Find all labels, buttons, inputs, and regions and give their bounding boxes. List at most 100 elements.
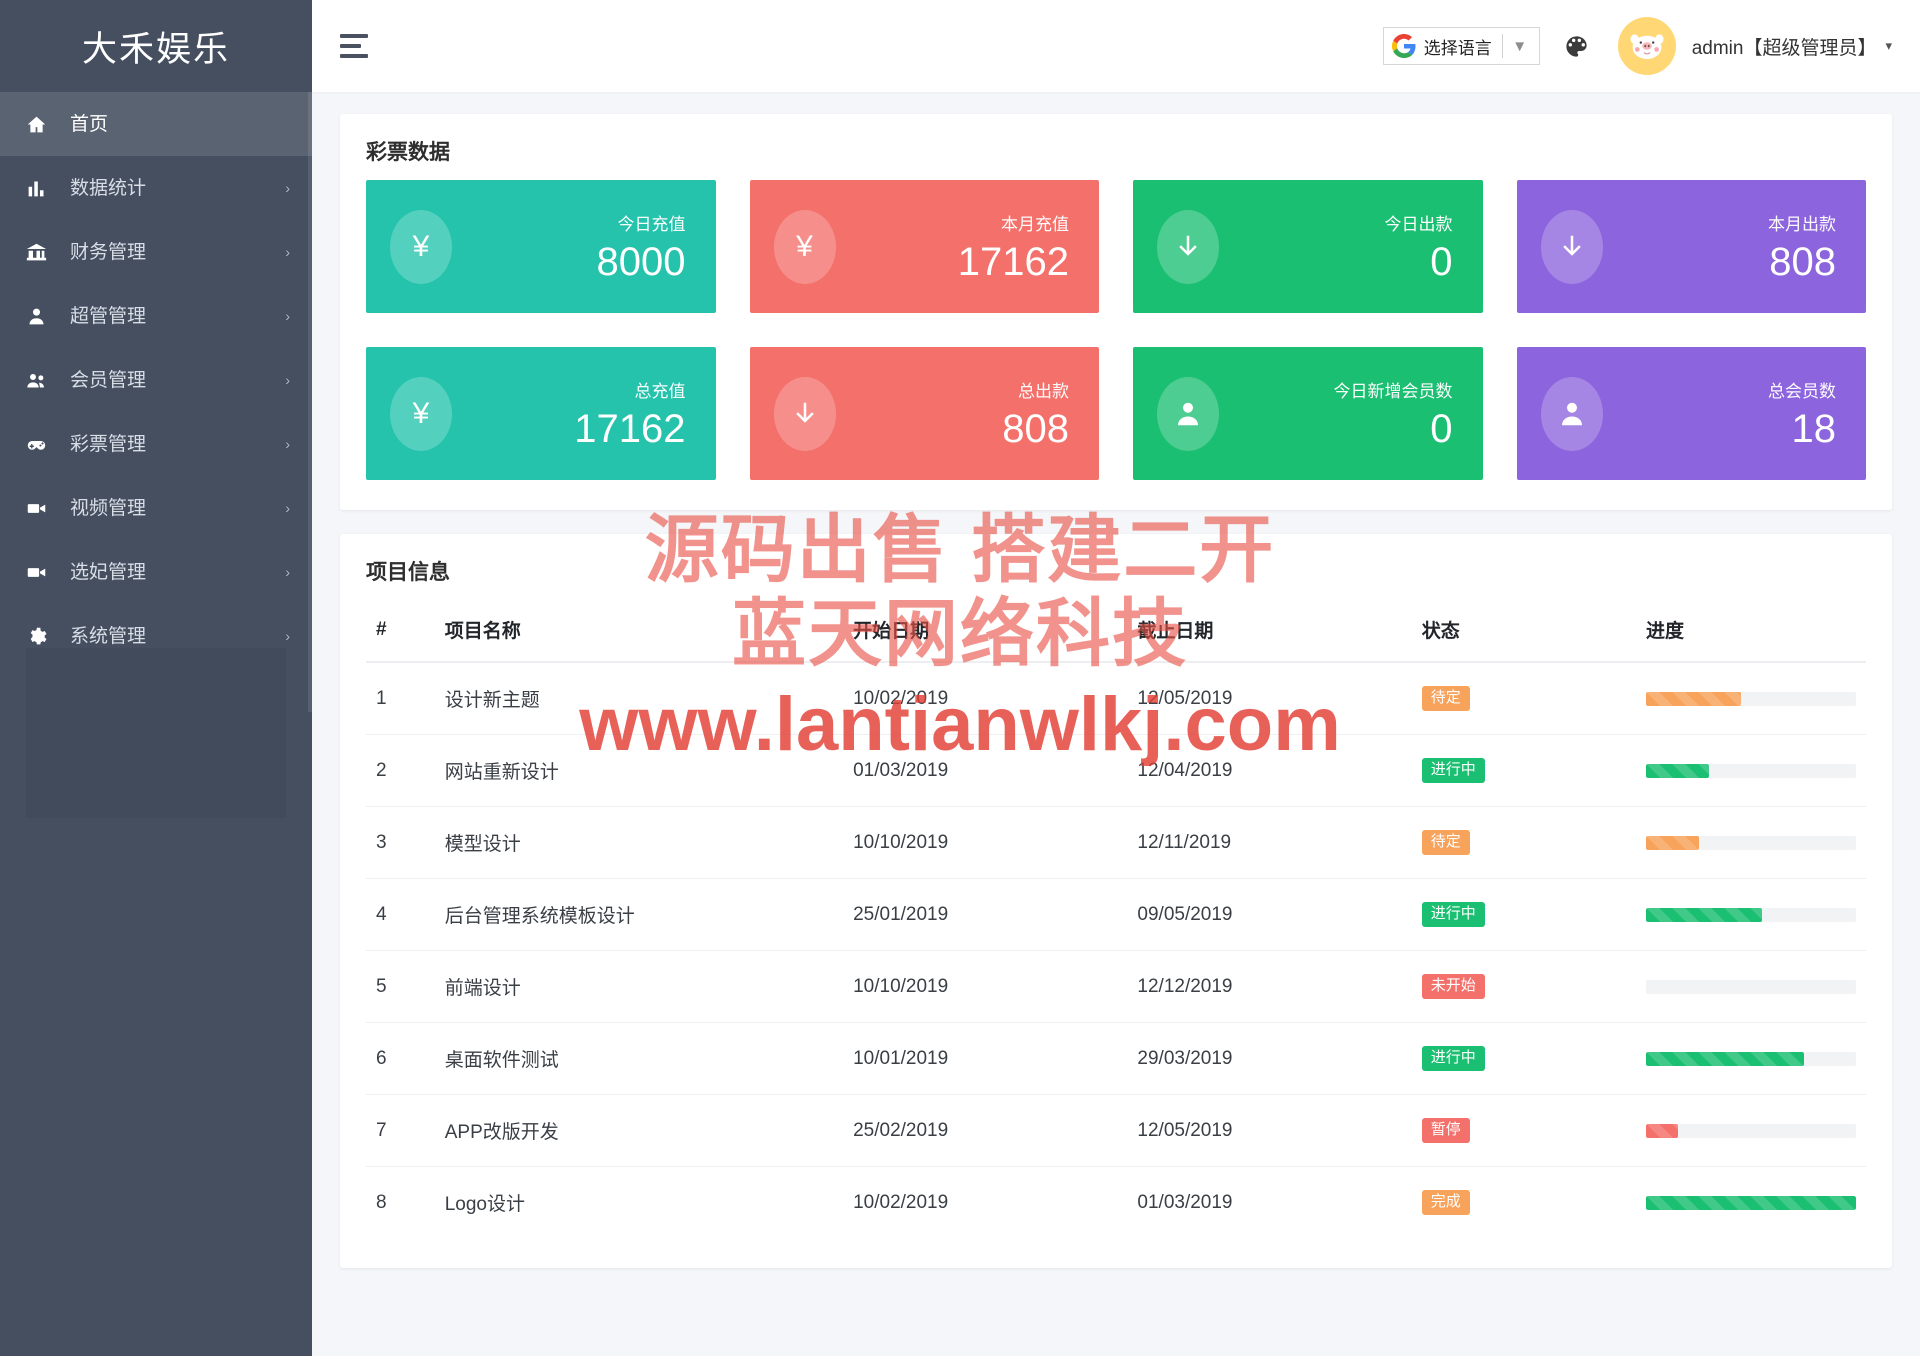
topbar: 选择语言 ▼ [312,0,1920,92]
sidebar-item-2[interactable]: 财务管理 › [0,220,312,284]
column-header: 项目名称 [434,600,844,663]
language-select[interactable]: 选择语言 ▼ [1382,27,1540,65]
table-row[interactable]: 6 桌面软件测试 10/01/2019 29/03/2019 进行中 [366,1022,1866,1095]
arrow-down-icon [1157,209,1219,284]
person-icon [1157,376,1219,451]
cell-progress [1636,1022,1866,1095]
gamepad-icon [26,431,60,457]
sidebar-item-1[interactable]: 数据统计 › [0,156,312,220]
table-row[interactable]: 8 Logo设计 10/02/2019 01/03/2019 完成 [366,1167,1866,1239]
stat-card[interactable]: ¥ 总充值 17162 [366,347,716,480]
chevron-down-icon[interactable]: ▼ [1512,37,1528,55]
chevron-right-icon: › [285,180,290,196]
bar-chart-icon [26,175,60,201]
stat-label: 总出款 [1018,382,1069,401]
sidebar-item-5[interactable]: 彩票管理 › [0,412,312,476]
cell-start-date: 10/10/2019 [843,806,1128,879]
hamburger-line [340,34,368,38]
cell-end-date: 12/04/2019 [1127,734,1412,807]
arrow-down-icon [1540,209,1603,284]
sidebar-item-label: 财务管理 [70,241,147,263]
table-row[interactable]: 3 模型设计 10/10/2019 12/11/2019 待定 [366,806,1866,879]
stat-card[interactable]: 本月出款 808 [1516,180,1866,313]
stat-label: 今日新增会员数 [1333,382,1453,401]
cell-progress [1636,1094,1866,1167]
sidebar-item-7[interactable]: 选妃管理 › [0,540,312,604]
progress-bar [1646,1051,1856,1066]
cell-project-name: 桌面软件测试 [434,1022,844,1095]
cell-index: 5 [366,950,435,1023]
yen-icon: ¥ [412,229,430,263]
pig-avatar-icon [1617,17,1676,75]
sidebar: 大禾娱乐 首页 数据统计 › 财务管理 › 超管管理 › 会员管理 › 彩票管理 › 视频管理 › 选妃管… [0,0,312,1356]
palette-icon[interactable] [1554,33,1600,60]
chevron-right-icon: › [285,372,290,388]
chevron-right-icon: › [285,308,290,324]
sidebar-item-4[interactable]: 会员管理 › [0,348,312,412]
table-row[interactable]: 5 前端设计 10/10/2019 12/12/2019 未开始 [366,950,1866,1023]
user-menu[interactable]: admin【超级管理员】 ▾ [1617,17,1896,75]
stat-value: 808 [1002,407,1069,451]
cell-index: 2 [366,734,435,807]
hamburger-icon[interactable] [340,26,380,66]
video-icon [26,495,60,521]
sidebar-item-label: 超管管理 [70,305,147,327]
hamburger-line [340,54,368,58]
chevron-right-icon: › [285,244,290,260]
progress-bar [1646,1195,1856,1210]
stat-card[interactable]: ¥ 本月充值 17162 [749,180,1099,313]
person-icon [26,303,60,329]
main-area: 选择语言 ▼ [312,0,1920,1356]
table-row[interactable]: 2 网站重新设计 01/03/2019 12/04/2019 进行中 [366,734,1866,807]
sidebar-scrollbar[interactable] [308,92,312,712]
table-row[interactable]: 7 APP改版开发 25/02/2019 12/05/2019 暂停 [366,1094,1866,1167]
cell-index: 7 [366,1094,435,1167]
stat-card[interactable]: ¥ 今日充值 8000 [366,180,716,313]
cell-index: 4 [366,878,435,951]
status-badge: 进行中 [1421,757,1485,784]
sidebar-item-0[interactable]: 首页 [0,92,312,156]
stat-card[interactable]: 今日出款 0 [1133,180,1483,313]
status-badge: 暂停 [1421,1117,1470,1144]
cell-progress [1636,878,1866,951]
progress-bar-fill [1646,1051,1804,1066]
projects-table-body: 1 设计新主题 10/02/2019 12/05/2019 待定 2 网站重新设计 01/03… [366,662,1866,1238]
stat-card[interactable]: 总会员数 18 [1516,347,1866,480]
sidebar-item-3[interactable]: 超管管理 › [0,284,312,348]
status-badge: 进行中 [1421,1045,1485,1072]
table-row[interactable]: 1 设计新主题 10/02/2019 12/05/2019 待定 [366,662,1866,735]
column-header: # [366,600,435,663]
cell-start-date: 10/10/2019 [843,950,1128,1023]
video-icon [26,559,60,585]
projects-card-title: 项目信息 [366,561,450,584]
stat-card[interactable]: 今日新增会员数 0 [1133,347,1483,480]
cell-project-name: 模型设计 [434,806,844,879]
progress-bar-fill [1646,691,1741,706]
cell-status: 待定 [1411,806,1636,879]
stat-text: 总会员数 18 [1603,377,1836,450]
sidebar-item-6[interactable]: 视频管理 › [0,476,312,540]
cell-status: 未开始 [1411,950,1636,1023]
yen-icon: ¥ [390,376,452,451]
sidebar-item-label: 首页 [70,113,109,135]
stat-text: 总出款 808 [836,377,1069,451]
table-row[interactable]: 4 后台管理系统模板设计 25/01/2019 09/05/2019 进行中 [366,878,1866,951]
cell-project-name: 设计新主题 [434,662,844,735]
chevron-down-icon[interactable]: ▾ [1885,38,1892,53]
progress-bar-fill [1646,763,1709,778]
stat-value: 0 [1430,407,1453,451]
cell-start-date: 25/01/2019 [843,878,1128,951]
yen-icon: ¥ [390,209,452,284]
sidebar-item-8[interactable]: 系统管理 › [0,604,312,668]
stat-value: 17162 [574,407,686,451]
cell-end-date: 09/05/2019 [1127,878,1412,951]
cell-start-date: 10/01/2019 [843,1022,1128,1095]
cell-index: 3 [366,806,435,879]
stat-card[interactable]: 总出款 808 [749,347,1099,480]
stats-card-body: ¥ 今日充值 8000 ¥ 本月充值 17162 今日出款 0 本月出款 808 ¥ 总充值 17162… [340,180,1892,510]
progress-bar [1646,763,1856,778]
stat-label: 总会员数 [1768,382,1836,401]
stat-row-1: ¥ 总充值 17162 总出款 808 今日新增会员数 0 总会员数 18 [366,347,1866,480]
cell-start-date: 10/02/2019 [853,1191,949,1213]
